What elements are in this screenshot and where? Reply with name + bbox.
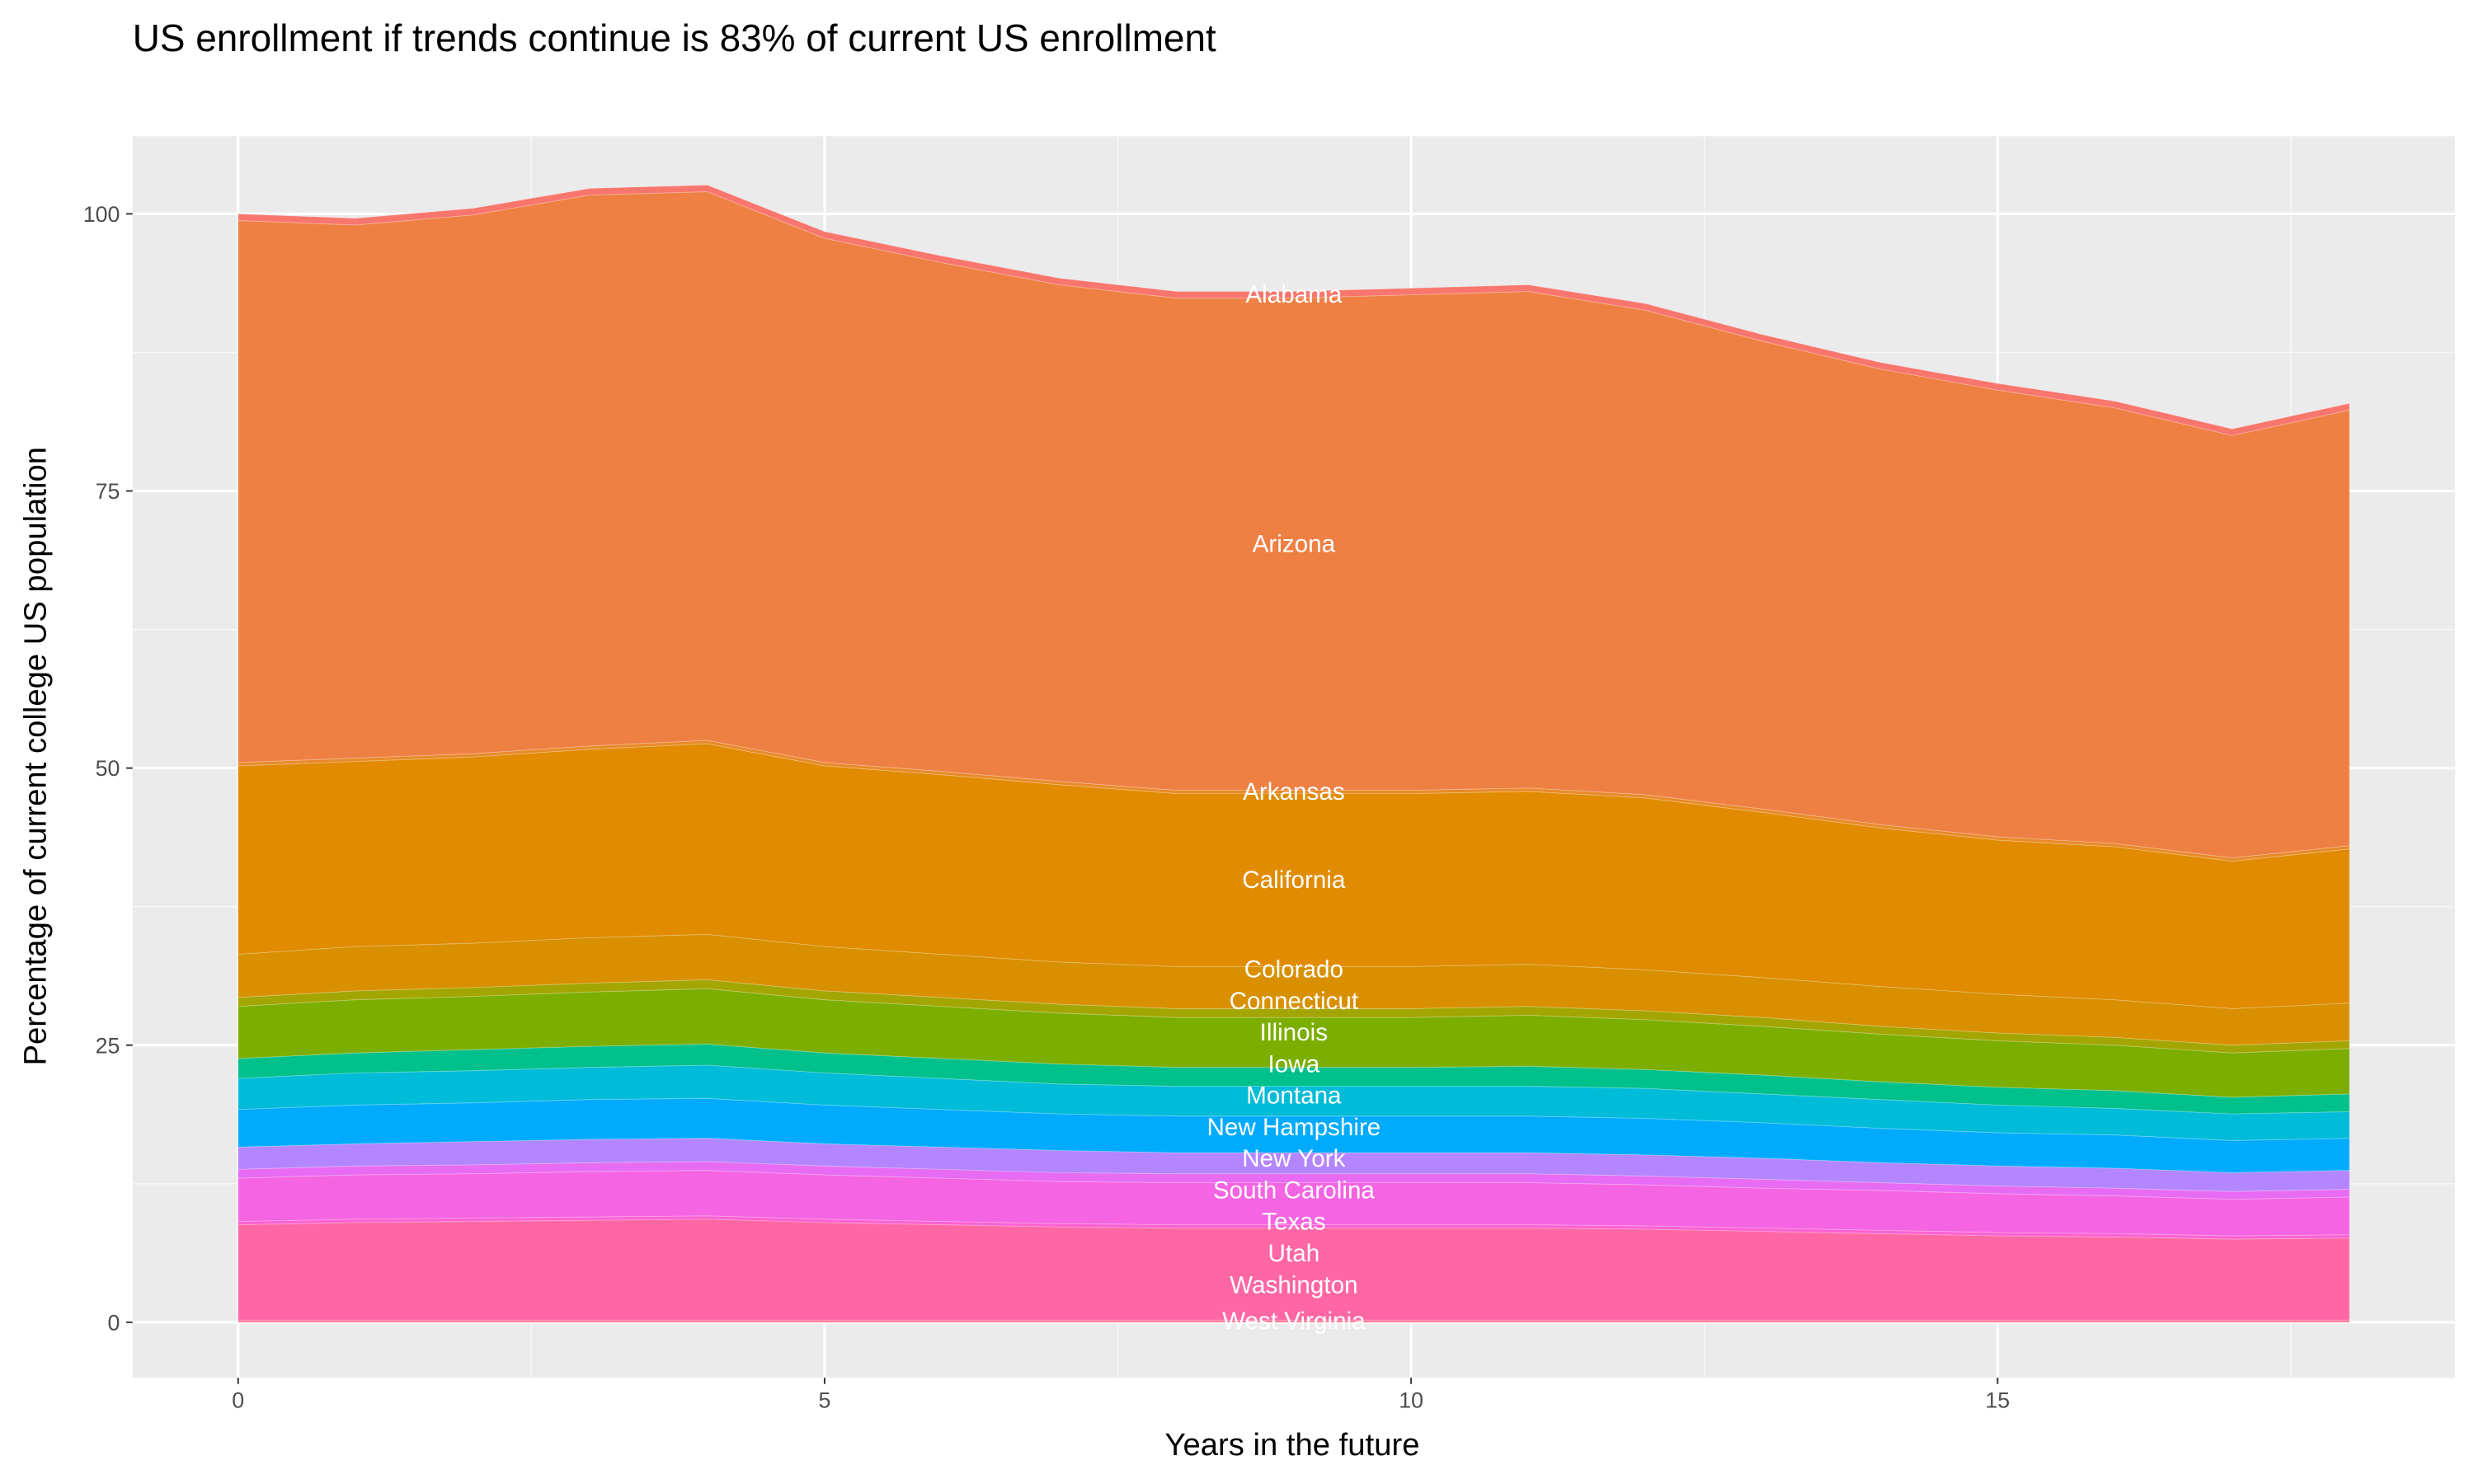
area-west-virginia xyxy=(238,1319,2350,1323)
series-label: Montana xyxy=(1246,1082,1342,1110)
area-montana xyxy=(238,1064,2350,1141)
x-axis: 0 5 10 15 xyxy=(232,1378,2010,1412)
series-label: Arkansas xyxy=(1243,778,1345,805)
area-arkansas xyxy=(238,740,2350,862)
series-label: New Hampshire xyxy=(1206,1114,1380,1141)
area-new-hampshire xyxy=(238,1097,2350,1173)
series-labels: West Virginia Washington Utah Texas South Ca… xyxy=(1206,281,1380,1335)
chart-title: US enrollment if trends continue is 83% … xyxy=(133,16,1216,59)
series-label: Connecticut xyxy=(1230,988,1359,1015)
area-alabama xyxy=(238,184,2350,436)
y-tick-label: 25 xyxy=(96,1033,120,1058)
x-tick-label: 5 xyxy=(818,1388,830,1412)
series-label: Texas xyxy=(1262,1209,1325,1236)
series-label: New York xyxy=(1242,1145,1345,1172)
series-label: Colorado xyxy=(1244,956,1343,984)
series-label: Illinois xyxy=(1260,1019,1328,1046)
y-tick-label: 100 xyxy=(83,202,120,227)
area-california xyxy=(238,743,2350,1009)
series-label: Utah xyxy=(1268,1240,1320,1267)
y-tick-label: 50 xyxy=(96,756,120,781)
series-label: South Carolina xyxy=(1213,1176,1376,1204)
series-label: Alabama xyxy=(1245,281,1343,308)
x-tick-label: 15 xyxy=(1985,1388,2010,1412)
area-iowa xyxy=(238,1043,2350,1115)
y-axis: 0 25 50 75 100 xyxy=(83,202,133,1335)
area-illinois xyxy=(238,988,2350,1098)
area-new-york xyxy=(238,1138,2350,1192)
x-tick-label: 0 xyxy=(232,1388,244,1412)
series-label: Washington xyxy=(1230,1271,1357,1298)
x-tick-label: 10 xyxy=(1399,1388,1423,1412)
area-texas xyxy=(238,1170,2350,1237)
y-tick-label: 75 xyxy=(96,479,120,504)
y-tick-label: 0 xyxy=(108,1310,120,1335)
series-label: California xyxy=(1242,866,1346,894)
series-label: Arizona xyxy=(1253,531,1336,558)
series-label: Iowa xyxy=(1268,1050,1320,1078)
areas xyxy=(238,184,2350,1323)
x-axis-title: Years in the future xyxy=(1164,1427,1419,1463)
y-axis-title: Percentage of current college US populat… xyxy=(17,447,53,1066)
series-label: West Virginia xyxy=(1222,1308,1366,1335)
area-colorado xyxy=(238,933,2350,1046)
